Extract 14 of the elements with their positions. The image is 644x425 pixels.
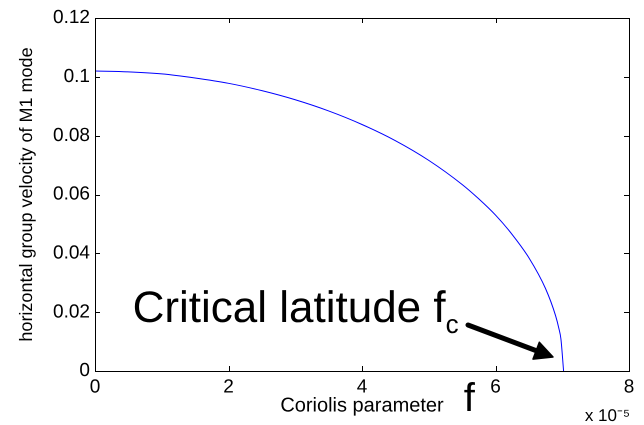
y-tick-label: 0.06 xyxy=(53,184,90,205)
text: f xyxy=(464,376,476,420)
y-tick-label: 0.08 xyxy=(53,124,90,146)
y-tick-label: 0.02 xyxy=(53,301,90,322)
y-axis-title: horizontal group velocity of M1 mode xyxy=(16,47,36,342)
y-tick-label: 0.1 xyxy=(64,66,90,88)
x-tick-label: 6 xyxy=(490,376,501,398)
y-tick-label: 0 xyxy=(79,360,90,382)
text: x 10⁻⁵ xyxy=(584,406,630,425)
y-tick-label: 0.04 xyxy=(53,242,90,264)
x-tick-label: 2 xyxy=(223,376,234,398)
x-tick-label: 8 xyxy=(624,376,634,398)
line-series xyxy=(95,70,564,371)
y-tick-label: 0.12 xyxy=(53,7,90,28)
